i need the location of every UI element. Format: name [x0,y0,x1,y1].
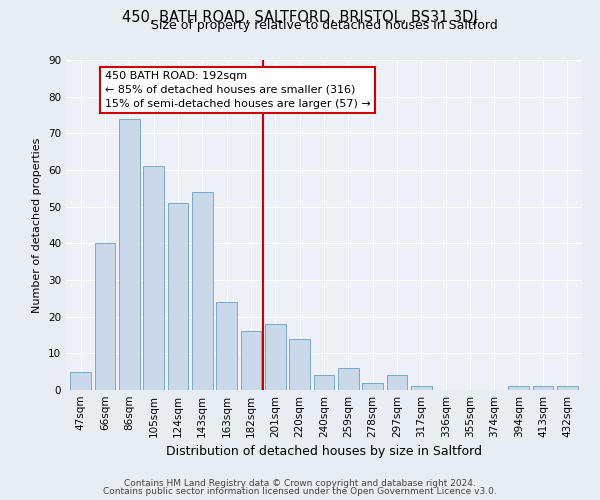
Bar [338,368,359,390]
Bar [119,118,140,390]
Text: Contains public sector information licensed under the Open Government Licence v3: Contains public sector information licen… [103,487,497,496]
Bar [95,244,115,390]
Bar [289,338,310,390]
X-axis label: Distribution of detached houses by size in Saltford: Distribution of detached houses by size … [166,446,482,458]
Bar [362,382,383,390]
Bar [192,192,212,390]
Bar [167,203,188,390]
Y-axis label: Number of detached properties: Number of detached properties [32,138,43,312]
Title: Size of property relative to detached houses in Saltford: Size of property relative to detached ho… [151,20,497,32]
Bar [314,376,334,390]
Text: 450, BATH ROAD, SALTFORD, BRISTOL, BS31 3DJ: 450, BATH ROAD, SALTFORD, BRISTOL, BS31 … [122,10,478,25]
Bar [216,302,237,390]
Bar [241,332,262,390]
Bar [533,386,553,390]
Bar [411,386,432,390]
Bar [557,386,578,390]
Bar [265,324,286,390]
Text: Contains HM Land Registry data © Crown copyright and database right 2024.: Contains HM Land Registry data © Crown c… [124,478,476,488]
Text: 450 BATH ROAD: 192sqm
← 85% of detached houses are smaller (316)
15% of semi-det: 450 BATH ROAD: 192sqm ← 85% of detached … [105,71,371,109]
Bar [143,166,164,390]
Bar [70,372,91,390]
Bar [386,376,407,390]
Bar [508,386,529,390]
